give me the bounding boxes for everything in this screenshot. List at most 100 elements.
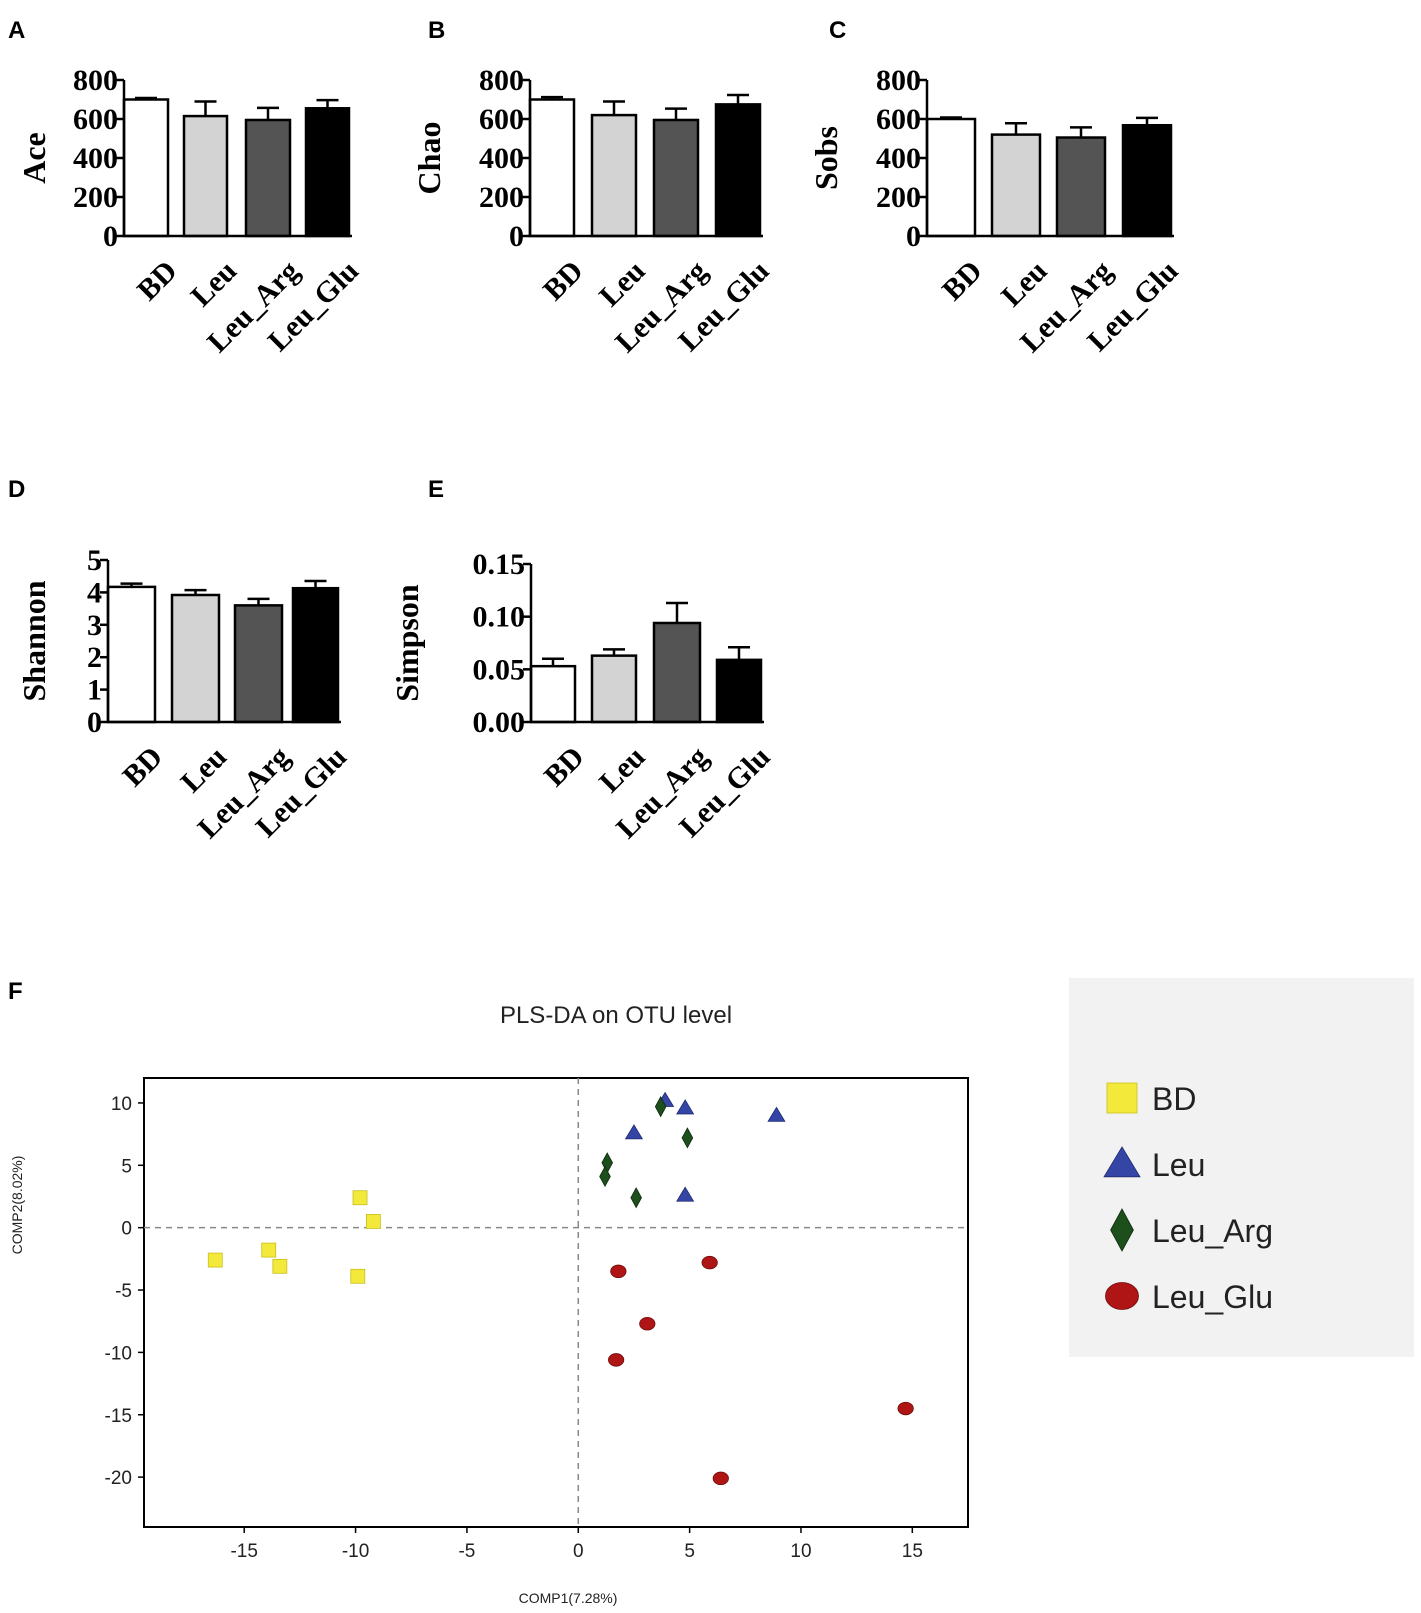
y-tick-label: 0 [103,220,118,253]
panel-label-f: F [8,978,23,1005]
legend-marker-leu [1103,1146,1141,1178]
bar-leu-arg [233,604,284,724]
bar-leu-glu [1121,123,1173,238]
y-axis-title: Sobs [808,126,844,190]
point-leu-glu [701,1255,718,1270]
bar-bd [528,98,576,238]
y-tick-label: 800 [876,64,921,97]
bar-leu-arg [652,621,702,724]
bar-bd [106,585,157,724]
bar-bd [122,98,170,238]
category-label: BD [116,740,169,793]
bar-leu-glu [714,103,762,238]
bar-leu-glu [715,658,763,724]
y-tick-label: 600 [876,103,921,136]
x-tick-label: -5 [458,1541,475,1562]
bar-leu [590,113,638,238]
point-leu-glu [639,1317,656,1331]
bar-leu-arg [652,118,700,238]
y-tick-label: 0.10 [473,601,526,634]
y-tick-label: 0 [121,1219,132,1240]
panel-label-e: E [428,476,444,503]
legend-label-leu: Leu [1152,1147,1205,1183]
y-tick-label: 2 [87,641,102,674]
y-axis-title: Chao [411,122,447,195]
y-tick-label: 200 [479,181,524,214]
legend-label-bd: BD [1152,1081,1196,1117]
y-tick-label: -15 [105,1406,132,1427]
legend-label-leu-arg: Leu_Arg [1152,1213,1273,1249]
point-leu-glu [610,1264,627,1279]
y-tick-label: 4 [87,576,102,609]
panel-label-a: A [8,17,25,44]
panel-label-c: C [829,17,846,44]
plot-frame [143,1077,969,1528]
legend-marker-leu-arg [1110,1208,1134,1252]
y-tick-label: 200 [73,181,118,214]
bar-leu [590,654,638,724]
y-tick-label: 5 [121,1156,132,1177]
x-axis-title: COMP1(7.28%) [519,1590,618,1606]
panel-label-d: D [8,476,25,503]
bar-leu-glu [291,586,340,724]
bar-bd [529,664,577,724]
y-tick-label: 10 [111,1094,132,1115]
y-tick-label: -10 [105,1343,132,1364]
bar-leu [170,593,221,724]
y-axis-title: Shannon [16,580,52,701]
x-tick-label: 15 [902,1541,923,1562]
y-tick-label: -20 [105,1468,132,1489]
y-tick-label: 600 [479,103,524,136]
point-leu [624,1124,644,1140]
point-leu-arg [654,1096,667,1118]
point-leu-glu [897,1401,914,1416]
scatter-panel-f: F PLS-DA on OTU level -15 -10 -5 0 5 10 15 10 5 0 -5… [8,978,969,1606]
bar-leu-arg [1055,136,1107,238]
chart-title: PLS-DA on OTU level [500,1002,732,1029]
y-axis-title: COMP2(8.02%) [9,1156,25,1255]
point-bd [207,1252,223,1268]
panel-label-b: B [428,17,445,44]
category-label: BD [537,254,590,307]
legend-marker-bd [1106,1082,1138,1114]
y-tick-label: 1 [87,674,102,707]
point-leu-arg [681,1127,694,1149]
y-tick-label: 200 [876,181,921,214]
x-tick-label: -10 [342,1541,369,1562]
point-bd [365,1214,381,1229]
point-leu-arg [599,1165,611,1188]
bar-leu-glu [304,107,351,238]
bar-leu [990,133,1042,238]
y-tick-label: 0.15 [473,548,526,581]
y-tick-label: 3 [87,609,102,642]
y-axis-title: Ace [16,132,52,184]
point-leu-arg [630,1187,642,1209]
point-leu [767,1106,786,1122]
category-label: BD [936,254,989,307]
legend-marker-leu-glu [1105,1282,1139,1310]
y-tick-label: 800 [479,64,524,97]
y-tick-label: 0 [906,220,921,253]
point-leu [676,1186,695,1202]
x-tick-label: 5 [684,1541,695,1562]
y-axis-title: Simpson [389,584,425,702]
x-tick-label: 0 [573,1541,584,1562]
point-leu-glu [608,1353,625,1367]
point-bd [261,1242,277,1258]
y-tick-label: 400 [73,142,118,175]
y-tick-label: 400 [479,142,524,175]
x-tick-label: 10 [790,1541,811,1562]
category-label: BD [131,254,184,307]
y-tick-label: 0.05 [473,653,526,686]
y-tick-label: 400 [876,142,921,175]
y-tick-label: 0.00 [473,706,526,739]
point-bd [350,1268,366,1284]
category-label: BD [538,740,591,793]
x-tick-label: -15 [230,1541,257,1562]
y-tick-label: 600 [73,103,118,136]
bar-leu [182,114,229,238]
